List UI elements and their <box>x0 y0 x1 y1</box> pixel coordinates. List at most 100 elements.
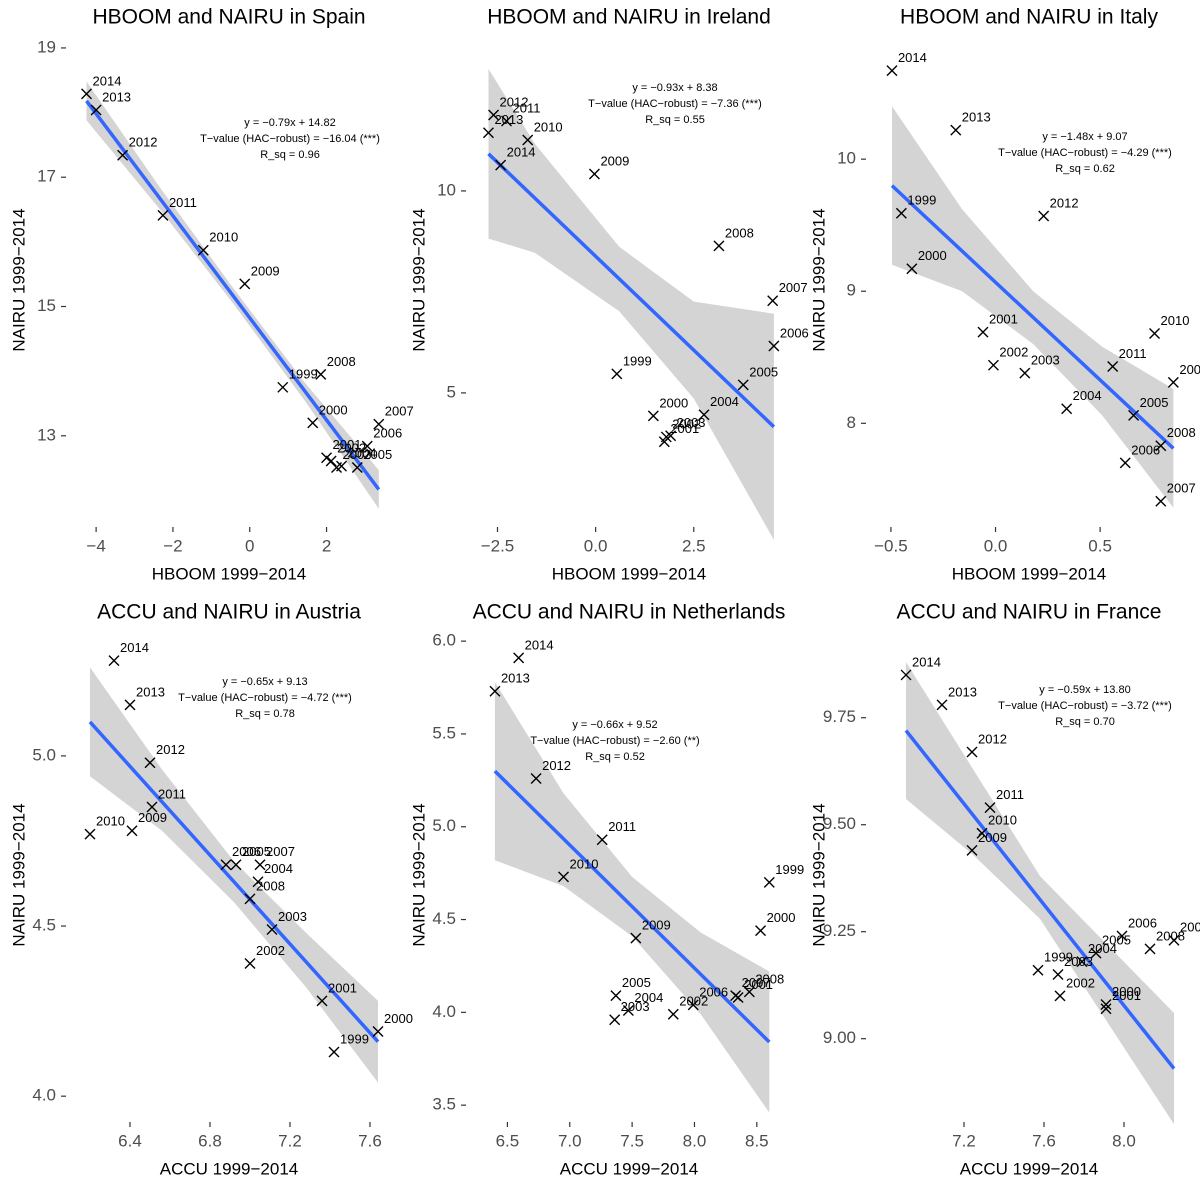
point-label: 2013 <box>962 110 991 125</box>
confidence-band <box>906 662 1174 1125</box>
y-tick-label: 5 <box>447 382 456 401</box>
point <box>763 876 775 888</box>
point-label: 2006 <box>232 844 261 859</box>
panel-title: ACCU and NAIRU in France <box>897 601 1162 624</box>
point <box>1168 934 1180 946</box>
point-label: 2010 <box>988 813 1017 828</box>
panel-title: ACCU and NAIRU in Austria <box>97 601 361 624</box>
point-label: 2006 <box>1131 442 1160 457</box>
x-tick-label: 0.5 <box>1088 536 1112 555</box>
point-label: 2007 <box>385 404 414 419</box>
point <box>622 1004 634 1016</box>
point-label: 2005 <box>1140 395 1169 410</box>
point <box>966 844 978 856</box>
point-label: 2001 <box>1112 988 1141 1003</box>
point <box>325 455 337 467</box>
point-label: 2002 <box>679 994 708 1009</box>
point-label: 2001 <box>328 980 357 995</box>
y-tick-label: 5.0 <box>32 745 56 764</box>
point-label: 2010 <box>96 814 125 829</box>
x-tick-label: 6.5 <box>496 1131 520 1150</box>
y-tick-label: 4.5 <box>32 916 56 935</box>
point <box>1128 409 1140 421</box>
y-tick-label: 5.0 <box>432 816 456 835</box>
regression-annotation: y = −0.93x + 8.38 <box>632 82 717 94</box>
point <box>987 359 999 371</box>
point <box>1061 403 1073 415</box>
point <box>244 957 256 969</box>
panel-title: HBOOM and NAIRU in Italy <box>900 6 1158 29</box>
point-label: 1999 <box>623 353 652 368</box>
y-tick-label: 9.50 <box>823 814 856 833</box>
point <box>906 263 918 275</box>
point-label: 2007 <box>1180 920 1200 935</box>
point <box>713 240 725 252</box>
point-label: 2008 <box>1167 425 1196 440</box>
point <box>895 207 907 219</box>
x-tick-label: −2 <box>163 536 182 555</box>
point <box>277 381 289 393</box>
point-label: 2006 <box>780 325 809 340</box>
point <box>108 655 120 667</box>
point-label: 2012 <box>978 731 1007 746</box>
point <box>1155 440 1167 452</box>
point <box>81 88 93 100</box>
point <box>90 104 102 116</box>
point-label: 2008 <box>1156 928 1185 943</box>
point <box>489 685 501 697</box>
point-label: 2010 <box>1161 313 1190 328</box>
point <box>84 828 96 840</box>
point <box>950 124 962 136</box>
point-label: 2007 <box>1167 481 1196 496</box>
y-tick-label: 9.75 <box>823 707 856 726</box>
x-tick-label: 7.2 <box>952 1131 976 1150</box>
point <box>1144 943 1156 955</box>
point <box>336 460 348 472</box>
point-label: 2014 <box>120 640 149 655</box>
y-tick-label: 13 <box>37 425 56 444</box>
point-label: 1999 <box>1044 950 1073 965</box>
point-label: 1999 <box>340 1031 369 1046</box>
point-label: 1999 <box>775 862 804 877</box>
point-label: 2014 <box>507 145 536 160</box>
point <box>1155 495 1167 507</box>
panel: HBOOM and NAIRU in Italy HBOOM 1999−2014 N… <box>809 6 1200 584</box>
point-label: 2009 <box>138 810 167 825</box>
y-axis-label: NAIRU 1999−2014 <box>409 208 428 351</box>
point <box>316 995 328 1007</box>
point <box>1149 327 1161 339</box>
point-label: 2010 <box>534 119 563 134</box>
point-label: 2011 <box>608 819 636 834</box>
fit-line <box>487 152 776 429</box>
point-label: 2002 <box>999 345 1028 360</box>
x-tick-label: −0.5 <box>874 536 908 555</box>
point <box>252 876 264 888</box>
point <box>1038 210 1050 222</box>
point-label: 2000 <box>918 248 947 263</box>
y-tick-label: 17 <box>37 167 56 186</box>
x-tick-label: 7.6 <box>358 1131 382 1150</box>
point <box>530 772 542 784</box>
x-tick-label: −4 <box>86 536 105 555</box>
point-label: 2000 <box>319 402 348 417</box>
point-label: 2011 <box>996 787 1024 802</box>
x-tick-label: 6.8 <box>198 1131 222 1150</box>
regression-annotation: T−value (HAC−robust) = −2.60 (**) <box>530 735 699 747</box>
regression-annotation: T−value (HAC−robust) = −7.36 (***) <box>588 98 762 110</box>
point-label: 2009 <box>642 918 671 933</box>
regression-annotation: R_sq = 0.78 <box>235 708 295 720</box>
point <box>328 1046 340 1058</box>
point-label: 2010 <box>570 856 599 871</box>
regression-annotation: y = −1.48x + 9.07 <box>1042 131 1127 143</box>
point-label: 2004 <box>1073 388 1102 403</box>
point-label: 1999 <box>289 367 318 382</box>
fit-line <box>904 729 1176 1070</box>
point-label: 2011 <box>1119 346 1147 361</box>
y-axis-label: NAIRU 1999−2014 <box>9 803 28 946</box>
point <box>1032 964 1044 976</box>
point-label: 2011 <box>158 786 186 801</box>
point-label: 2009 <box>1179 362 1200 377</box>
panel-title: HBOOM and NAIRU in Ireland <box>487 6 771 29</box>
point-label: 2012 <box>156 742 185 757</box>
point-label: 2012 <box>542 758 571 773</box>
